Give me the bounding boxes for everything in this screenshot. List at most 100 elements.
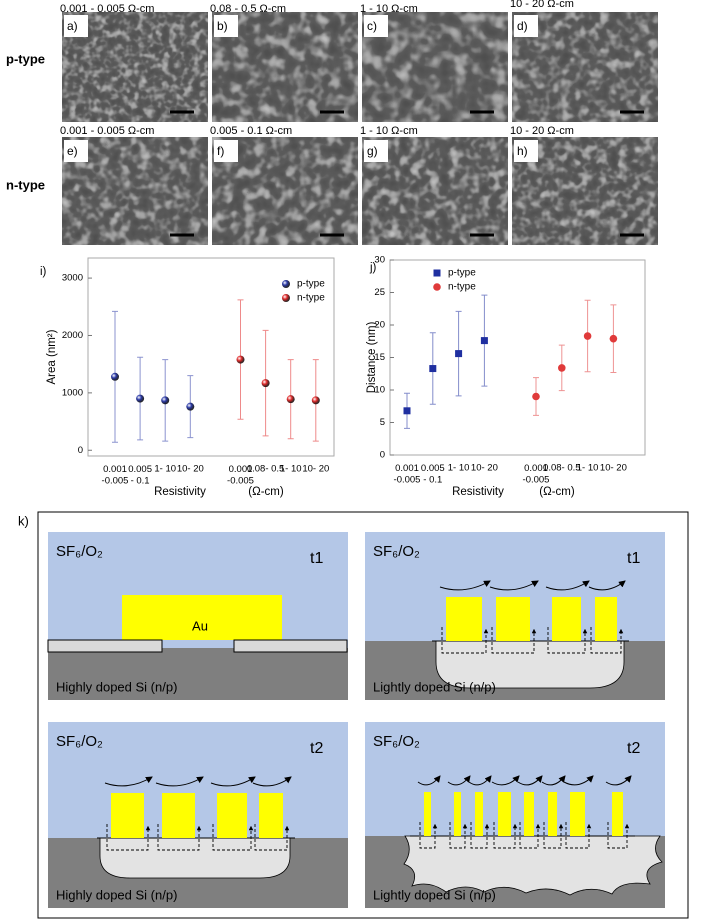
marker (111, 372, 119, 381)
text-line: 0.001 (229, 464, 253, 475)
marker (136, 394, 145, 403)
flow-arrow (489, 580, 539, 591)
y-tick-label: 5 (380, 417, 385, 428)
gold-pillar (524, 792, 534, 836)
diffusion-path (254, 824, 290, 851)
panel-label: c) (367, 19, 377, 33)
flow-arrow (210, 776, 256, 787)
gold-pillar (111, 793, 144, 838)
flow-arrow (417, 775, 441, 786)
x-tick-label: 10- 20 (302, 464, 329, 475)
panel-label: h) (517, 144, 528, 158)
diffusion-path (212, 824, 254, 851)
time-label: t1 (310, 550, 323, 567)
substrate-label: Lightly doped Si (n/p) (373, 679, 496, 694)
gold-pillar (475, 792, 483, 836)
panel-label-box (514, 140, 538, 162)
x-tick-label: 0.001 -0.005 (102, 464, 129, 486)
marker (186, 402, 195, 411)
panel-label: d) (517, 19, 528, 33)
x-tick-label: 10- 20 (177, 464, 204, 475)
y-tick-label: 2000 (62, 330, 83, 341)
gas-label: SF₆/O₂ (373, 543, 420, 560)
y-tick-label: 1000 (62, 387, 83, 398)
text-line: - 0.1 (131, 475, 150, 486)
panel-label: b) (217, 19, 228, 33)
flow-arrow (468, 775, 492, 786)
x-axis-unit: (Ω-cm) (248, 486, 284, 498)
marker (311, 396, 320, 405)
panel-label-box (64, 140, 88, 162)
x-tick-label: 0.08- 0.5 (543, 463, 581, 474)
x-tick-label: 0.005- 0.1 (128, 464, 152, 486)
diffusion-path (419, 822, 438, 849)
metal-label: Au (192, 618, 208, 633)
marker (583, 332, 592, 340)
diffusion-path (519, 822, 541, 849)
chart-label: i) (40, 266, 47, 278)
y-tick-label: 3000 (62, 273, 83, 284)
diffusion-path (565, 822, 592, 849)
substrate-label: Highly doped Si (n/p) (56, 679, 177, 694)
marker (558, 364, 566, 372)
panel-label-box (364, 15, 388, 37)
gas-label: SF₆/O₂ (56, 543, 103, 560)
mask-plate (233, 639, 348, 653)
marker (609, 334, 618, 343)
time-label: t1 (627, 550, 640, 567)
gold-pillar (217, 793, 247, 838)
x-tick-label: 1- 10 (154, 464, 176, 475)
x-tick-label: 0.001 -0.005 (394, 463, 421, 485)
gold-pillar (612, 792, 623, 836)
gold-pillar (595, 597, 617, 641)
plot-frame (87, 257, 335, 457)
substrate-label: Lightly doped Si (n/p) (373, 887, 496, 902)
flow-arrow (541, 775, 566, 786)
gold-pillar (259, 793, 283, 838)
x-tick-label: 0.005- 0.1 (421, 463, 445, 485)
panel-header: 10 - 20 Ω-cm (510, 0, 574, 10)
time-label: t2 (627, 740, 640, 757)
text-line: -0.005 (227, 475, 254, 486)
legend-label: n-type (448, 282, 476, 293)
text-line: 0.005 (421, 463, 445, 474)
gas-label: SF₆/O₂ (373, 733, 420, 750)
y-tick-label: 0 (78, 445, 83, 456)
diffusion-path (441, 627, 489, 654)
diffusion-path (491, 627, 537, 654)
text-line: 0.001 (103, 464, 127, 475)
panel-header: 1 - 10 Ω-cm (360, 125, 418, 137)
diffusion-path (449, 822, 468, 849)
panel-header: 0.001 - 0.005 Ω-cm (60, 3, 154, 15)
legend-label: n-type (297, 293, 325, 304)
silicon (48, 648, 348, 700)
gold-pillar (446, 597, 482, 641)
panel-label: f) (217, 144, 224, 158)
flow-arrow (517, 775, 543, 786)
x-tick-label: 10- 20 (471, 463, 498, 474)
flow-arrow (439, 580, 491, 591)
marker (261, 379, 270, 388)
flow-arrow (588, 580, 626, 591)
diffusion-path (157, 824, 202, 851)
gold-pillar (424, 792, 431, 836)
panel-label-box (364, 140, 388, 162)
marker (282, 294, 290, 302)
time-label: t2 (310, 740, 323, 757)
panel-header: 0.08 - 0.5 Ω-cm (210, 3, 286, 15)
chart-label: j) (369, 262, 377, 274)
etch-pit (99, 837, 291, 879)
flow-arrow (563, 775, 594, 786)
text-line: - 0.1 (423, 474, 442, 485)
panel-header: 0.001 - 0.005 Ω-cm (60, 125, 154, 137)
marker (532, 392, 540, 401)
flow-arrow (155, 776, 204, 787)
panel-header: 1 - 10 Ω-cm (360, 3, 418, 15)
x-tick-label: 10- 20 (600, 463, 627, 474)
gold-pillar (454, 792, 461, 836)
x-tick-label: 0.001 -0.005 (227, 464, 254, 486)
marker (236, 355, 245, 364)
row-label: p-type (6, 51, 45, 66)
marker (433, 269, 441, 277)
flow-arrow (491, 775, 520, 786)
